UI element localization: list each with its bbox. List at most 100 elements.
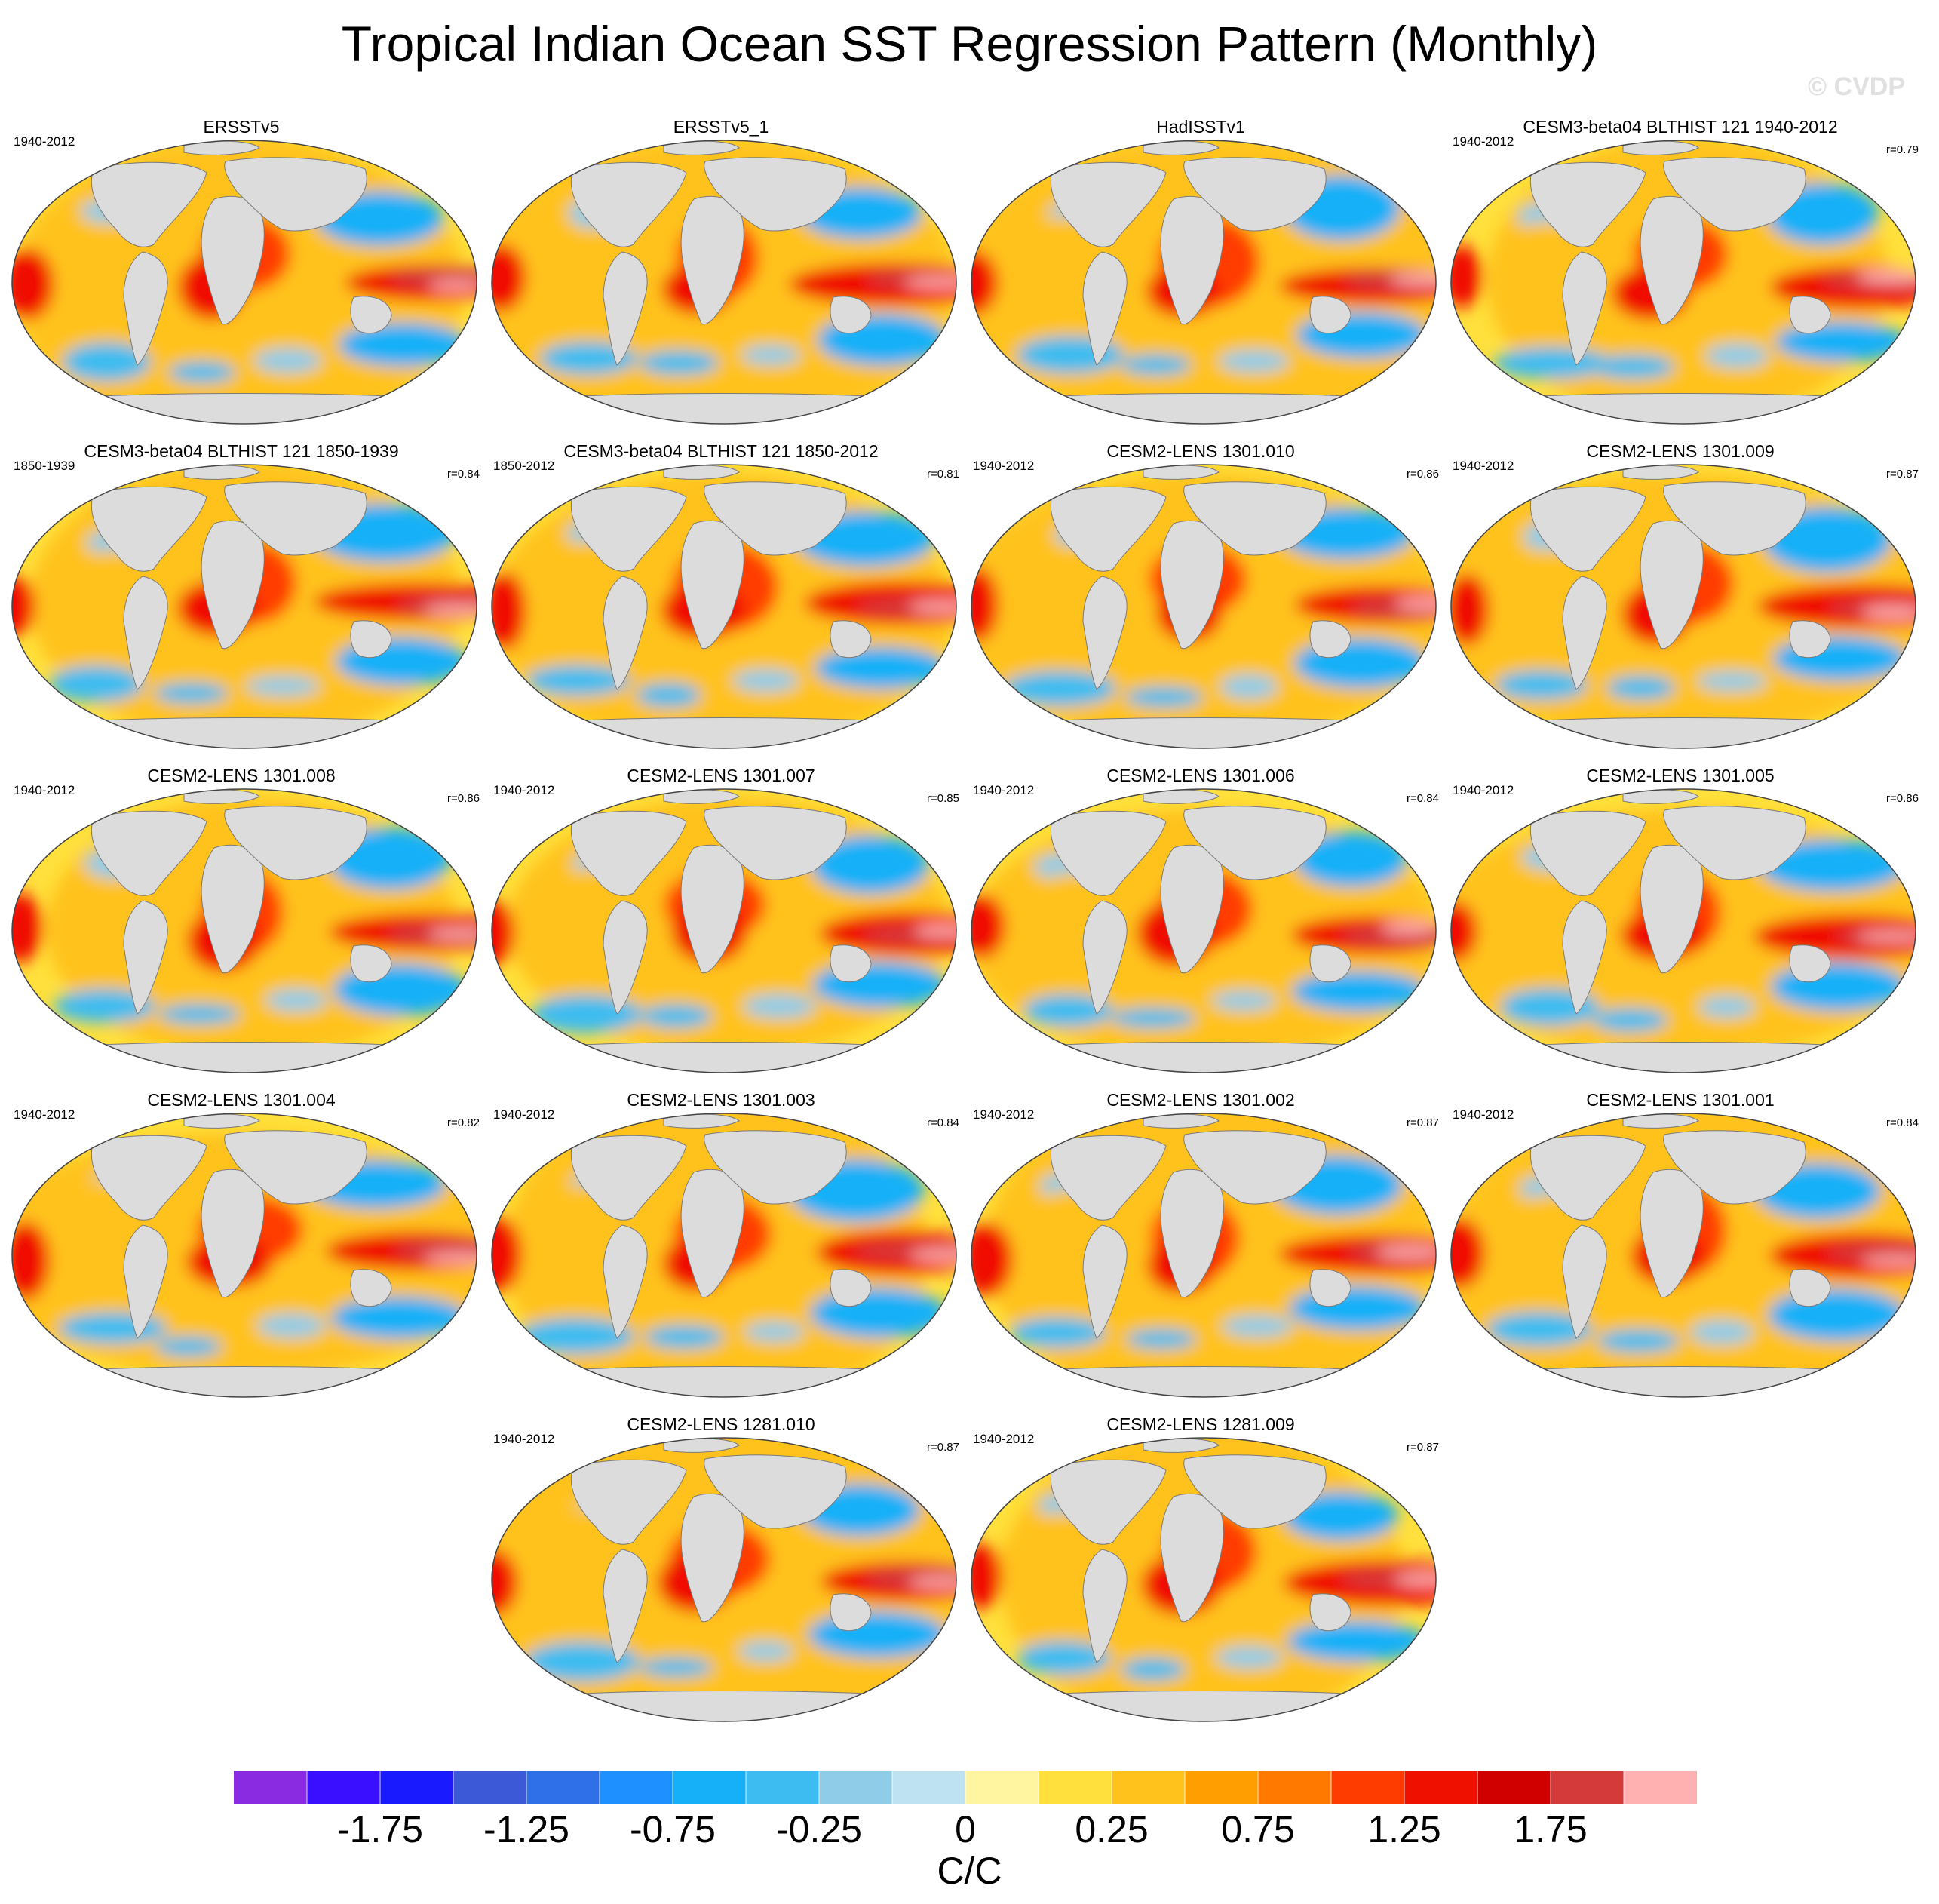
land-mask [123,900,168,1015]
map-panel: CESM2-LENS 1301.001 1940-2012 r=0.84 [1439,1086,1922,1403]
map-panel: ERSSTv5 1940-2012 [0,113,483,430]
sst-map [971,1437,1437,1722]
land-mask [224,481,367,556]
sst-map [491,140,957,425]
sst-map [971,464,1437,749]
sst-anomaly-region [1110,1008,1196,1028]
land-mask [535,393,913,424]
sst-map [491,1113,957,1398]
land-mask [830,944,872,983]
sst-anomaly-region [12,248,54,320]
land-mask [123,576,168,690]
sst-anomaly-region [1215,1646,1283,1669]
sst-anomaly-region [909,600,956,613]
map-panel: CESM2-LENS 1301.010 1940-2012 r=0.86 [959,438,1442,754]
map-panel: CESM2-LENS 1301.005 1940-2012 r=0.86 [1439,762,1922,1079]
land-mask [1663,806,1806,880]
sst-anomaly-region [971,567,999,642]
map-panel: CESM3-beta04 BLTHIST 121 1940-2012 1940-2… [1439,113,1922,430]
sst-anomaly-region [1758,839,1906,892]
panel-years: 1940-2012 [493,783,555,797]
land-mask [535,1366,913,1397]
sst-anomaly-region [811,834,930,895]
land-mask [704,1454,847,1529]
sst-map [11,140,477,425]
sst-anomaly-region [1121,1657,1186,1681]
colorbar-tick-label: 0 [955,1808,976,1850]
sst-map [971,140,1437,425]
panel-title: CESM2-LENS 1301.009 [1586,441,1775,461]
panel-pattern-correlation: r=0.84 [1407,792,1439,805]
colorbar-swatch [673,1771,747,1804]
sst-anomaly-region [1451,1218,1485,1288]
land-mask [1183,157,1327,232]
sst-anomaly-region [908,1576,956,1588]
sst-anomaly-region [1288,1285,1427,1331]
panel-years: 1940-2012 [493,1107,555,1122]
land-mask [1494,717,1873,748]
sst-anomaly-region [640,1004,713,1028]
sst-anomaly-region [253,348,322,373]
land-mask [1183,1130,1327,1205]
land-mask [1050,1459,1167,1545]
sst-anomaly-region [1287,1620,1427,1662]
sst-map [971,1113,1437,1398]
map-panel: CESM3-beta04 BLTHIST 121 1850-1939 1850-1… [0,438,483,754]
colorbar-tick-label: 0.25 [1075,1808,1149,1850]
land-mask [603,1549,648,1663]
land-mask [1082,251,1128,366]
land-mask [1529,161,1646,247]
panel-pattern-correlation: r=0.86 [447,792,480,805]
land-mask [350,944,392,983]
sst-anomaly-region [1394,1573,1436,1586]
sst-anomaly-region [742,993,817,1019]
panel-pattern-correlation: r=0.87 [1407,1441,1439,1454]
panel-title: CESM3-beta04 BLTHIST 121 1940-2012 [1523,117,1838,137]
sst-map [971,788,1437,1073]
land-mask [1183,1454,1327,1529]
panel-title: CESM2-LENS 1301.004 [147,1090,336,1110]
land-mask [603,251,648,366]
land-mask [350,1269,392,1307]
colorbar-tick-label: 1.75 [1514,1808,1588,1850]
colorbar-swatch [380,1771,454,1804]
map-panel: HadISSTv1 [959,113,1442,430]
land-mask [1309,1269,1351,1307]
land-mask [1183,806,1327,880]
sst-anomaly-region [1451,901,1478,962]
sst-anomaly-region [492,1216,522,1293]
panel-title: CESM3-beta04 BLTHIST 121 1850-2012 [563,441,879,461]
land-mask [55,1366,434,1397]
land-mask [1309,620,1351,659]
land-mask [224,1130,367,1205]
sst-anomaly-region [1125,1328,1197,1350]
sst-anomaly-region [1451,573,1490,646]
panel-years: 1940-2012 [973,459,1035,473]
land-mask [1183,481,1327,556]
panel-pattern-correlation: r=0.85 [927,792,959,805]
sst-anomaly-region [639,1657,713,1678]
sst-anomaly-region [154,683,229,704]
panel-pattern-correlation: r=0.79 [1886,143,1919,156]
land-mask [1494,1042,1873,1073]
sst-anomaly-region [1376,1245,1436,1259]
sst-map [1450,1113,1916,1398]
colorbar-swatch [746,1771,820,1804]
sst-anomaly-region [1591,355,1675,379]
sst-anomaly-region [492,899,515,966]
sst-anomaly-region [1856,270,1916,284]
sst-anomaly-region [58,1312,167,1344]
land-mask [603,1224,648,1339]
panel-years: 1940-2012 [1453,1107,1514,1122]
sst-map [491,1437,957,1722]
panel-years: 1940-2012 [1453,134,1514,149]
sst-map [11,788,477,1073]
panel-title: ERSSTv5_1 [673,117,769,137]
land-mask [1789,1269,1831,1307]
sst-anomaly-region [1768,1288,1907,1341]
land-mask [1789,944,1831,983]
sst-anomaly-region [1591,1008,1668,1032]
sst-anomaly-region [388,268,477,289]
panel-years: 1940-2012 [973,783,1035,797]
sst-map [491,464,957,749]
